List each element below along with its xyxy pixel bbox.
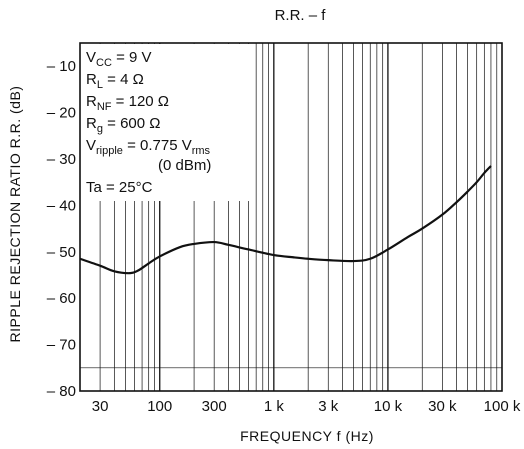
x-tick-label: 3 k (318, 398, 339, 415)
y-tick-label: – 60 (47, 290, 76, 307)
x-tick-label: 10 k (374, 398, 403, 415)
chart-title: R.R. – f (275, 7, 327, 24)
x-axis-title: FREQUENCY f (Hz) (240, 428, 374, 444)
condition-vcc: VCC = 9 V (86, 49, 152, 69)
condition-dbm: (0 dBm) (158, 157, 211, 174)
y-tick-label: – 40 (47, 197, 76, 214)
conditions-box-background (81, 44, 251, 201)
x-tick-label: 30 k (428, 398, 457, 415)
y-tick-labels: – 10 – 20 – 30 – 40 – 50 – 60 – 70 – 80 (47, 58, 76, 400)
x-tick-labels: 30 100 300 1 k 3 k 10 k 30 k 100 k (92, 398, 521, 415)
x-tick-label: 100 (147, 398, 172, 415)
y-tick-label: – 20 (47, 105, 76, 122)
x-tick-label: 100 k (484, 398, 521, 415)
y-axis-title: RIPPLE REJECTION RATIO R.R. (dB) (7, 86, 23, 343)
x-tick-label: 1 k (264, 398, 285, 415)
condition-vripple: Vripple = 0.775 Vrms (86, 137, 211, 157)
y-tick-label: – 50 (47, 244, 76, 261)
plot-frame (79, 42, 503, 392)
condition-rl: RL = 4 Ω (86, 71, 144, 91)
y-tick-label: – 10 (47, 58, 76, 75)
rr-curve (79, 165, 492, 275)
condition-rnf: RNF = 120 Ω (86, 93, 169, 113)
x-tick-label: 300 (202, 398, 227, 415)
x-tick-label: 30 (92, 398, 109, 415)
condition-rg: Rg = 600 Ω (86, 115, 160, 135)
y-tick-label: – 30 (47, 151, 76, 168)
y-tick-label: – 80 (47, 383, 76, 400)
y-tick-label: – 70 (47, 337, 76, 354)
condition-ta: Ta = 25°C (86, 179, 153, 196)
